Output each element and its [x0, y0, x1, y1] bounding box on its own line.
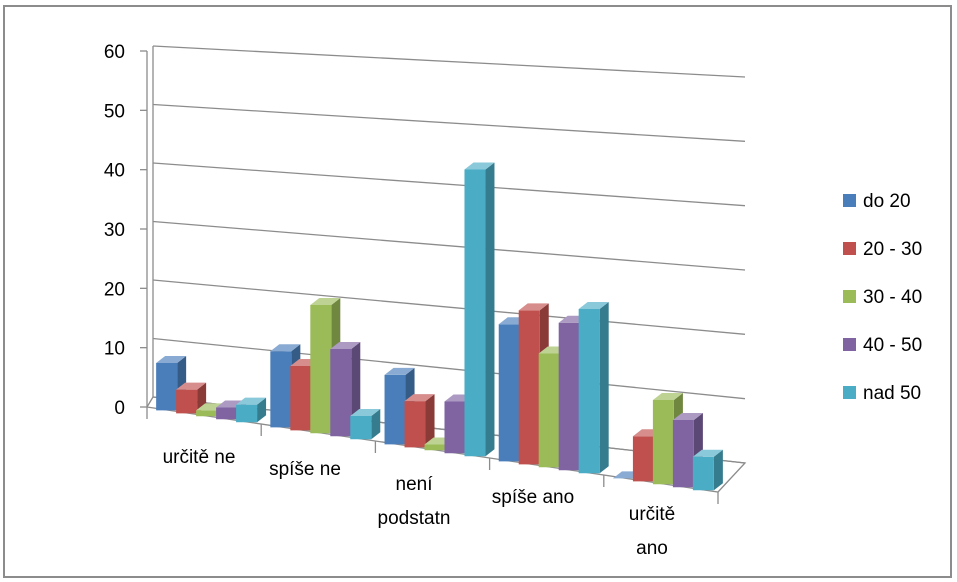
bar-40-50-cat4	[672, 413, 703, 488]
bar-face	[599, 301, 609, 474]
legend-label-3: 40 - 50	[863, 335, 922, 356]
gridline-20	[152, 279, 746, 335]
bar-face	[518, 310, 540, 465]
y-tick-label-10: 10	[104, 339, 125, 360]
legend-swatch-2	[843, 290, 856, 303]
category-label-4-line0: určitě	[629, 504, 675, 525]
bar-face	[176, 382, 207, 390]
bar-face	[330, 341, 361, 349]
gridline-30	[152, 220, 746, 271]
bar-face	[632, 436, 654, 482]
bar-face	[156, 362, 178, 411]
legend-label-4: nad 50	[863, 383, 921, 404]
gridline-50	[152, 103, 746, 142]
bar-face	[538, 353, 560, 468]
bar-face	[518, 303, 549, 311]
category-label-2-line1: podstatn	[378, 508, 451, 529]
legend-swatch-0	[843, 194, 856, 207]
bar-face	[310, 298, 341, 306]
bar-face	[425, 394, 435, 448]
y-tick-label-40: 40	[104, 161, 125, 182]
bar-face	[485, 162, 495, 457]
y-tick-label-50: 50	[104, 101, 125, 122]
bar-face	[270, 351, 292, 428]
bar-face	[236, 397, 267, 405]
bar-nad50-cat1	[350, 409, 381, 440]
bar-nad50-cat0	[236, 397, 267, 423]
bar-face	[672, 420, 694, 488]
bar-face	[270, 344, 301, 352]
bar-face	[652, 400, 674, 485]
bar-face	[444, 401, 466, 454]
bar-face	[176, 389, 198, 414]
bar-face	[692, 456, 714, 491]
bar-face	[384, 367, 415, 375]
bar-face	[464, 169, 486, 457]
gridline-10	[152, 337, 746, 400]
legend-label-2: 30 - 40	[863, 287, 922, 308]
legend-swatch-3	[843, 338, 856, 351]
bar-face	[672, 413, 703, 421]
bar-face	[713, 449, 723, 491]
bar-face	[384, 374, 406, 445]
legend-swatch-4	[843, 386, 856, 399]
category-label-3: spíše ano	[492, 487, 574, 508]
bar-nad50-cat3	[578, 301, 609, 474]
bar-face	[424, 444, 446, 451]
bar-face	[464, 162, 495, 170]
bar-face	[330, 348, 352, 437]
bar-face	[350, 409, 381, 417]
bar-face	[404, 394, 435, 402]
bar-20-30-cat2	[404, 394, 435, 448]
bar-face	[310, 305, 332, 434]
bar-face	[578, 301, 609, 309]
bar-face	[652, 393, 683, 401]
category-label-1: spíše ne	[269, 459, 341, 480]
y-tick-label-0: 0	[114, 398, 125, 419]
bar-face	[196, 410, 218, 417]
bar-nad50-cat4	[692, 449, 723, 491]
bar-face	[290, 366, 312, 431]
legend-label-0: do 20	[863, 191, 911, 212]
bar-face	[558, 322, 580, 471]
legend-swatch-1	[843, 242, 856, 255]
bar-20-30-cat0	[176, 382, 207, 414]
bar-face	[350, 416, 372, 440]
y-tick-label-60: 60	[104, 42, 125, 63]
bar-nad50-cat2	[464, 162, 495, 457]
category-label-0: určitě ne	[163, 447, 236, 468]
y-tick-label-20: 20	[104, 279, 125, 300]
bar-face	[257, 397, 267, 423]
bar-face	[404, 401, 426, 448]
bar-face	[216, 407, 238, 420]
gridline-60	[152, 45, 746, 78]
bar-face	[371, 409, 381, 440]
bar-face	[236, 404, 258, 423]
bar-face	[578, 308, 600, 474]
legend-label-1: 20 - 30	[863, 239, 922, 260]
category-label-4-line1: ano	[636, 538, 668, 559]
gridline-40	[152, 162, 746, 207]
category-label-2-line0: není	[396, 474, 434, 495]
bar-face	[498, 324, 520, 462]
y-tick-label-30: 30	[104, 220, 125, 241]
bar-face	[692, 449, 723, 457]
bar-face	[156, 355, 187, 363]
